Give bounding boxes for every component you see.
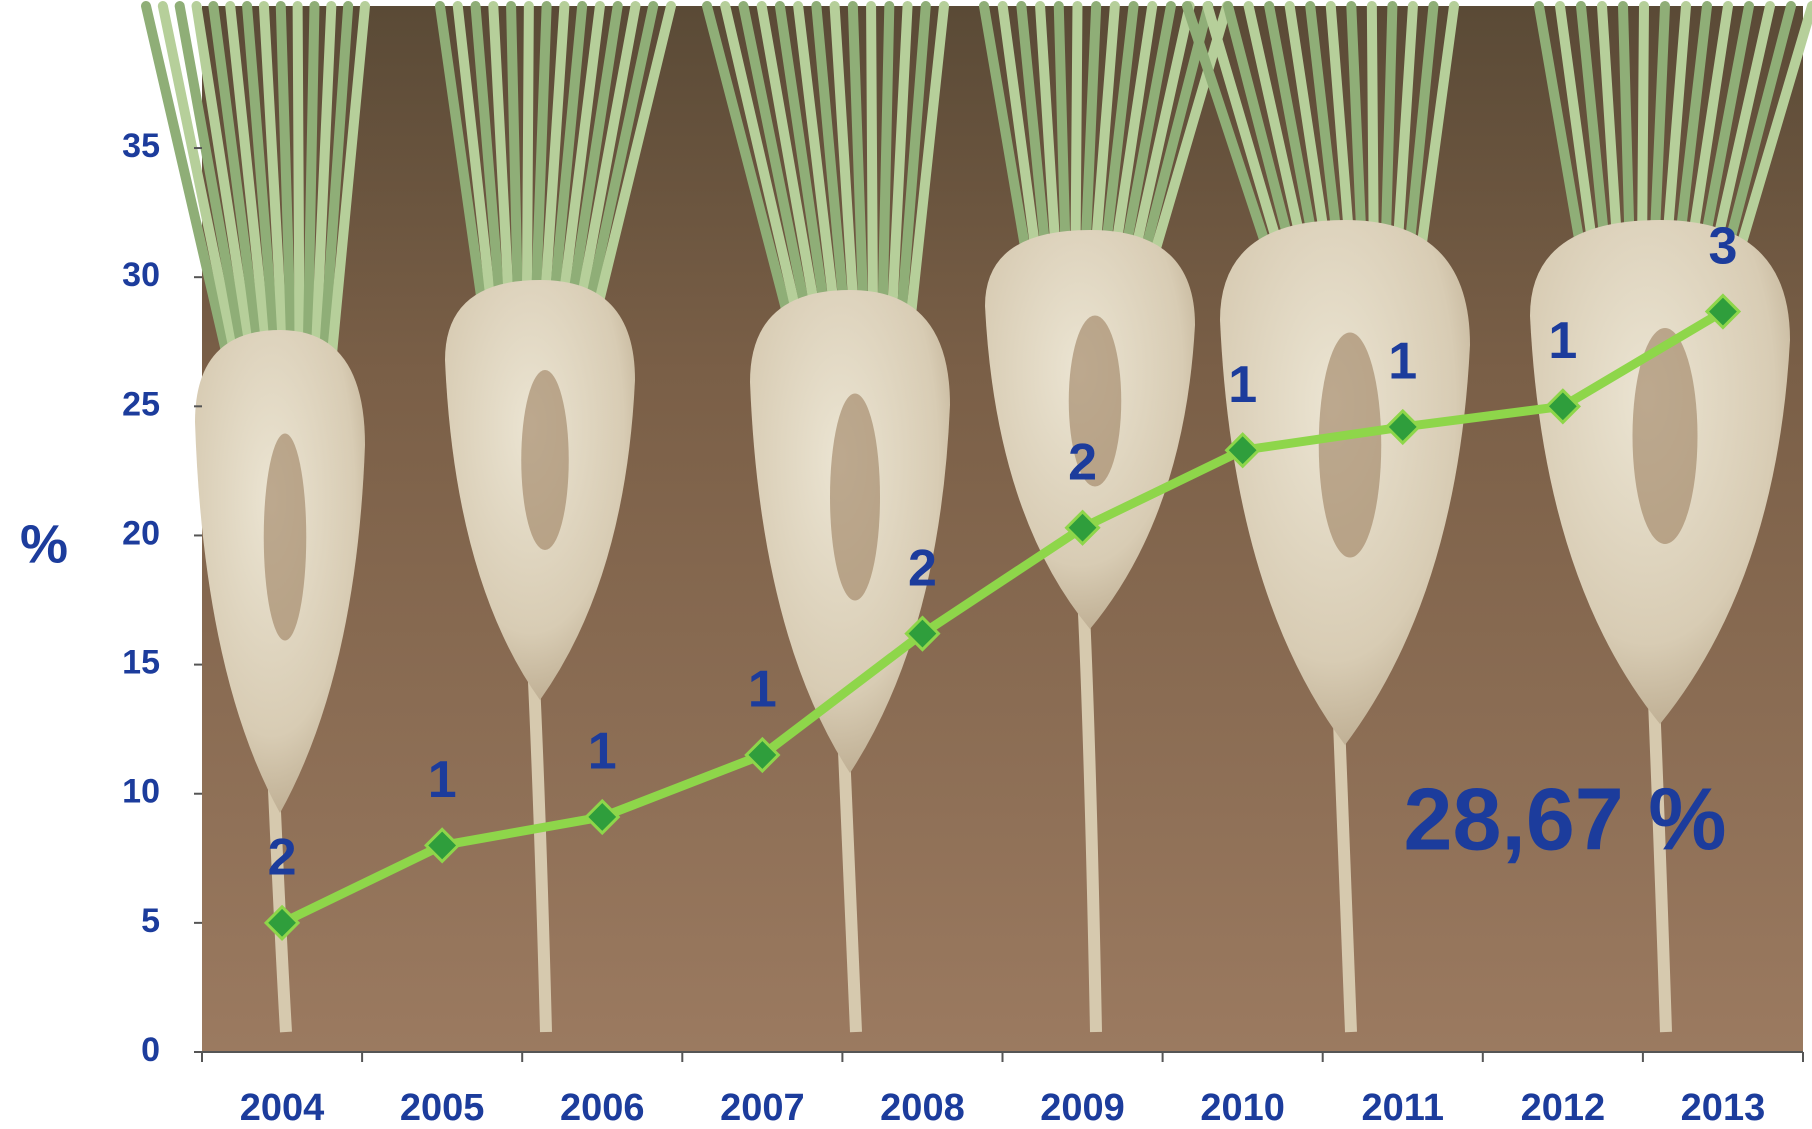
point-label: 1 (1548, 312, 1577, 370)
leaf (871, 6, 873, 325)
x-tick-label: 2004 (240, 1087, 325, 1129)
point-label: 1 (428, 751, 457, 809)
x-tick-label: 2011 (1362, 1087, 1444, 1129)
leaf (527, 6, 529, 310)
x-tick-label: 2009 (1040, 1087, 1125, 1129)
y-tick-label: 5 (141, 902, 160, 940)
leaf (882, 6, 889, 325)
x-tick-label: 2013 (1681, 1087, 1766, 1129)
point-label: 1 (1388, 333, 1417, 391)
leaf (1385, 6, 1392, 258)
y-tick-label: 35 (122, 127, 160, 165)
point-label: 2 (908, 539, 937, 597)
soil-stain (830, 394, 880, 601)
point-label: 2 (1068, 433, 1097, 491)
y-axis-label: % (20, 514, 68, 574)
y-tick-label: 20 (122, 514, 160, 552)
point-label: 1 (1228, 356, 1257, 414)
x-tick-label: 2007 (720, 1087, 805, 1129)
background-photo (146, 6, 1812, 1052)
y-tick-label: 0 (141, 1031, 160, 1069)
soil-stain (1319, 333, 1382, 558)
x-tick-label: 2010 (1200, 1087, 1285, 1129)
point-label: 1 (748, 661, 777, 719)
leaf (1075, 6, 1077, 259)
soil-stain (521, 370, 569, 550)
y-tick-label: 15 (122, 644, 160, 682)
chart: % 0 5 10 15 20 25 30 35 2004 2005 2006 2007 2008 2009… (0, 0, 1812, 1129)
point-label: 1 (588, 723, 617, 781)
point-label: 3 (1708, 217, 1737, 275)
page: {"chart_data": {"type": "line", "y_label… (0, 0, 1812, 1129)
leaf (1623, 6, 1630, 256)
leaf (298, 6, 300, 365)
point-label: 2 (268, 829, 297, 887)
x-tick-label: 2012 (1521, 1087, 1606, 1129)
y-tick-label: 30 (122, 256, 160, 294)
soil-stain (264, 434, 307, 641)
leaf (1642, 6, 1644, 256)
x-tick-label: 2008 (880, 1087, 965, 1129)
x-tick-label: 2005 (400, 1087, 485, 1129)
leaf (1059, 6, 1066, 259)
x-tick-label: 2006 (560, 1087, 645, 1129)
leaf (1372, 6, 1374, 258)
leaf (511, 6, 518, 310)
y-tick-label: 10 (122, 773, 160, 811)
y-tick-label: 25 (122, 385, 160, 423)
annotation: 28,67 % (1404, 769, 1727, 868)
